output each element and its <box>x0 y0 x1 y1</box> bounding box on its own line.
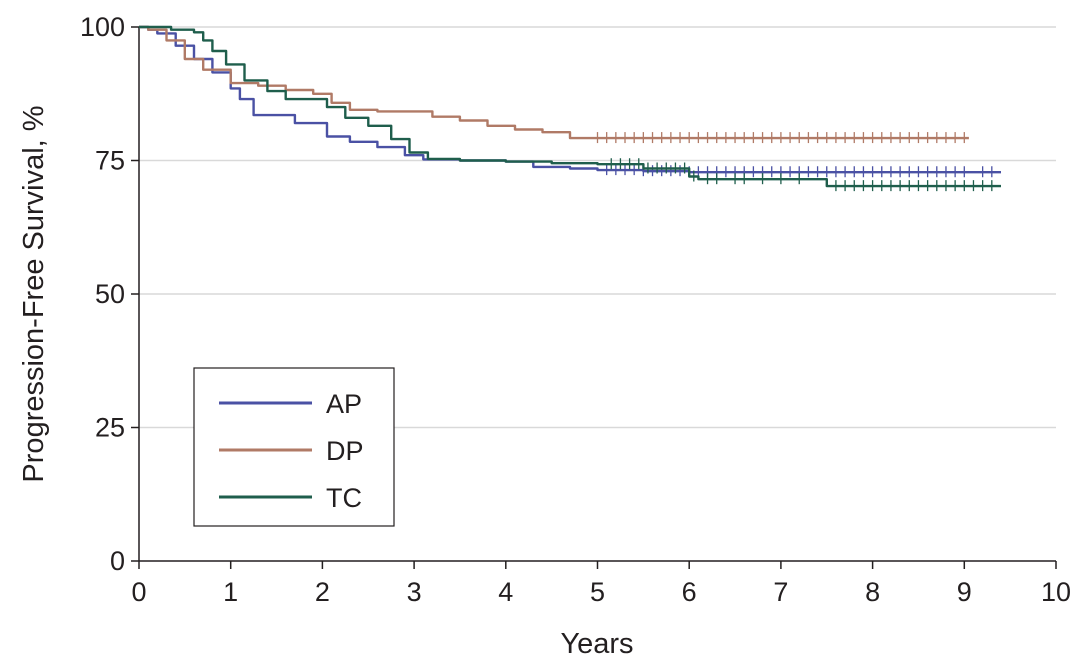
series-line-dp <box>139 25 969 140</box>
y-tick-label-50: 50 <box>95 279 125 309</box>
x-axis-ticks: 0 1 2 3 4 5 6 7 8 9 10 <box>131 561 1071 607</box>
y-axis-ticks: 0 25 50 75 100 <box>80 12 139 576</box>
series-dp <box>139 25 969 144</box>
series-line-tc <box>139 25 1001 188</box>
x-tick-label-5: 5 <box>590 577 605 607</box>
x-tick-label-7: 7 <box>773 577 788 607</box>
x-tick-label-8: 8 <box>865 577 880 607</box>
x-tick-label-1: 1 <box>223 577 238 607</box>
y-tick-label-75: 75 <box>95 146 125 176</box>
series-line-ap <box>139 25 1001 174</box>
gridlines <box>139 26 1056 429</box>
series-tc <box>139 25 1001 192</box>
legend-label-tc: TC <box>326 483 362 513</box>
y-tick-label-0: 0 <box>110 546 125 576</box>
x-tick-label-3: 3 <box>407 577 422 607</box>
x-tick-label-10: 10 <box>1041 577 1071 607</box>
x-tick-label-6: 6 <box>682 577 697 607</box>
legend-label-ap: AP <box>326 389 362 419</box>
series-ap <box>139 25 1001 178</box>
legend-box <box>193 367 395 527</box>
y-axis-title: Progression-Free Survival, % <box>18 105 50 482</box>
series-group <box>139 25 1001 192</box>
legend-label-dp: DP <box>326 436 364 466</box>
x-tick-label-2: 2 <box>315 577 330 607</box>
y-tick-label-25: 25 <box>95 413 125 443</box>
x-axis-title: Years <box>560 628 633 659</box>
y-tick-label-100: 100 <box>80 12 125 42</box>
x-tick-label-0: 0 <box>131 577 146 607</box>
x-tick-label-9: 9 <box>957 577 972 607</box>
x-tick-label-4: 4 <box>498 577 513 607</box>
legend: AP DP TC <box>193 367 395 527</box>
